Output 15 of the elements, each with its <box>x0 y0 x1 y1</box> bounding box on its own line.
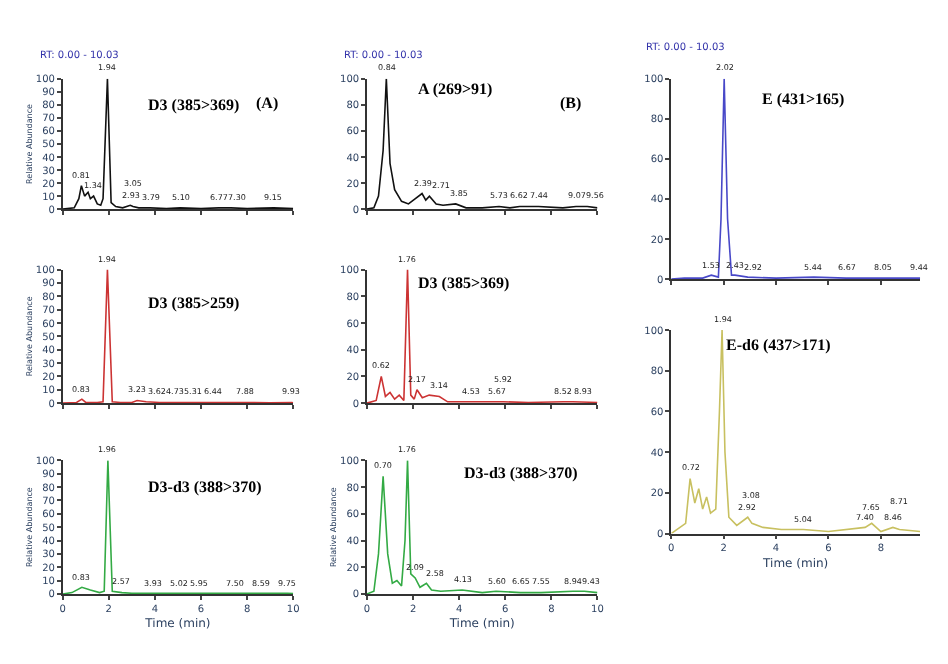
text: E (431>165) <box>762 90 846 108</box>
chart-title: E-d6 (437>171) <box>726 336 832 354</box>
chart-title: D3 (385>369) <box>418 274 510 292</box>
line-series <box>366 269 598 404</box>
chart-title: A (269>91) <box>418 80 494 98</box>
text: D3 (385>369) <box>148 96 240 114</box>
line-series <box>62 460 294 594</box>
text: D3 (385>259) <box>148 294 240 312</box>
annotation: (A) <box>256 94 279 112</box>
line-series <box>671 330 921 534</box>
line-series <box>62 78 294 210</box>
annotation: (B) <box>560 94 582 112</box>
text: D3-d3 (388>370) <box>148 478 263 496</box>
chart-title: D3-d3 (388>370) <box>464 464 579 482</box>
line-series <box>366 460 598 594</box>
